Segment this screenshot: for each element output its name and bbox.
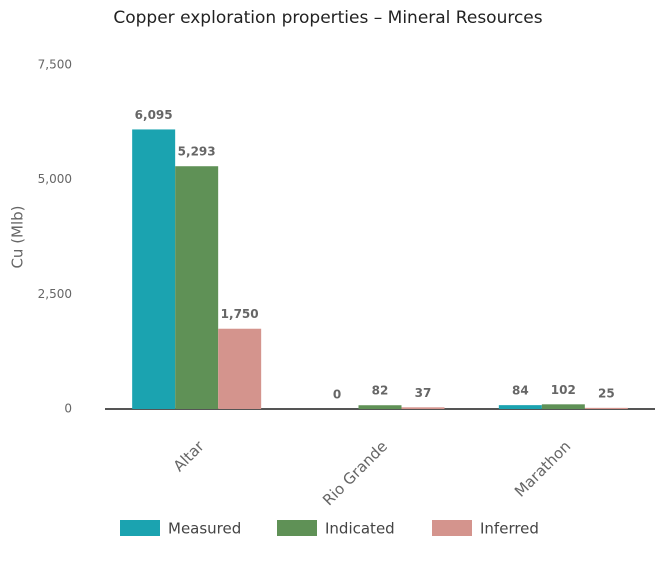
bar — [584, 407, 628, 409]
value-label: 25 — [598, 386, 615, 400]
value-label: 5,293 — [178, 145, 216, 159]
bar — [175, 166, 219, 409]
legend-swatch — [432, 520, 472, 536]
legend-swatch — [277, 520, 317, 536]
bar — [498, 405, 542, 409]
legend-swatch — [120, 520, 160, 536]
value-label: 1,750 — [221, 307, 259, 321]
y-tick-label: 2,500 — [38, 287, 72, 301]
value-label: 0 — [333, 388, 341, 402]
bar — [401, 407, 445, 409]
bar — [218, 328, 262, 409]
x-tick-label: Altar — [170, 437, 209, 476]
bar — [358, 405, 402, 409]
legend-label: Inferred — [480, 520, 539, 538]
value-label: 84 — [512, 384, 529, 398]
value-label: 37 — [415, 386, 432, 400]
value-label: 102 — [551, 383, 576, 397]
y-tick-label: 0 — [64, 402, 72, 416]
legend-label: Indicated — [325, 520, 395, 538]
bar — [541, 404, 585, 409]
y-tick-label: 5,000 — [38, 172, 72, 186]
y-tick-label: 7,500 — [38, 58, 72, 72]
value-label: 6,095 — [135, 108, 173, 122]
value-label: 82 — [372, 384, 389, 398]
x-tick-label: Rio Grande — [319, 437, 391, 509]
y-axis-label: Cu (Mlb) — [9, 205, 27, 268]
x-tick-label: Marathon — [511, 437, 574, 500]
legend-label: Measured — [168, 520, 241, 538]
bar — [132, 129, 176, 409]
chart-title: Copper exploration properties – Mineral … — [113, 8, 542, 28]
